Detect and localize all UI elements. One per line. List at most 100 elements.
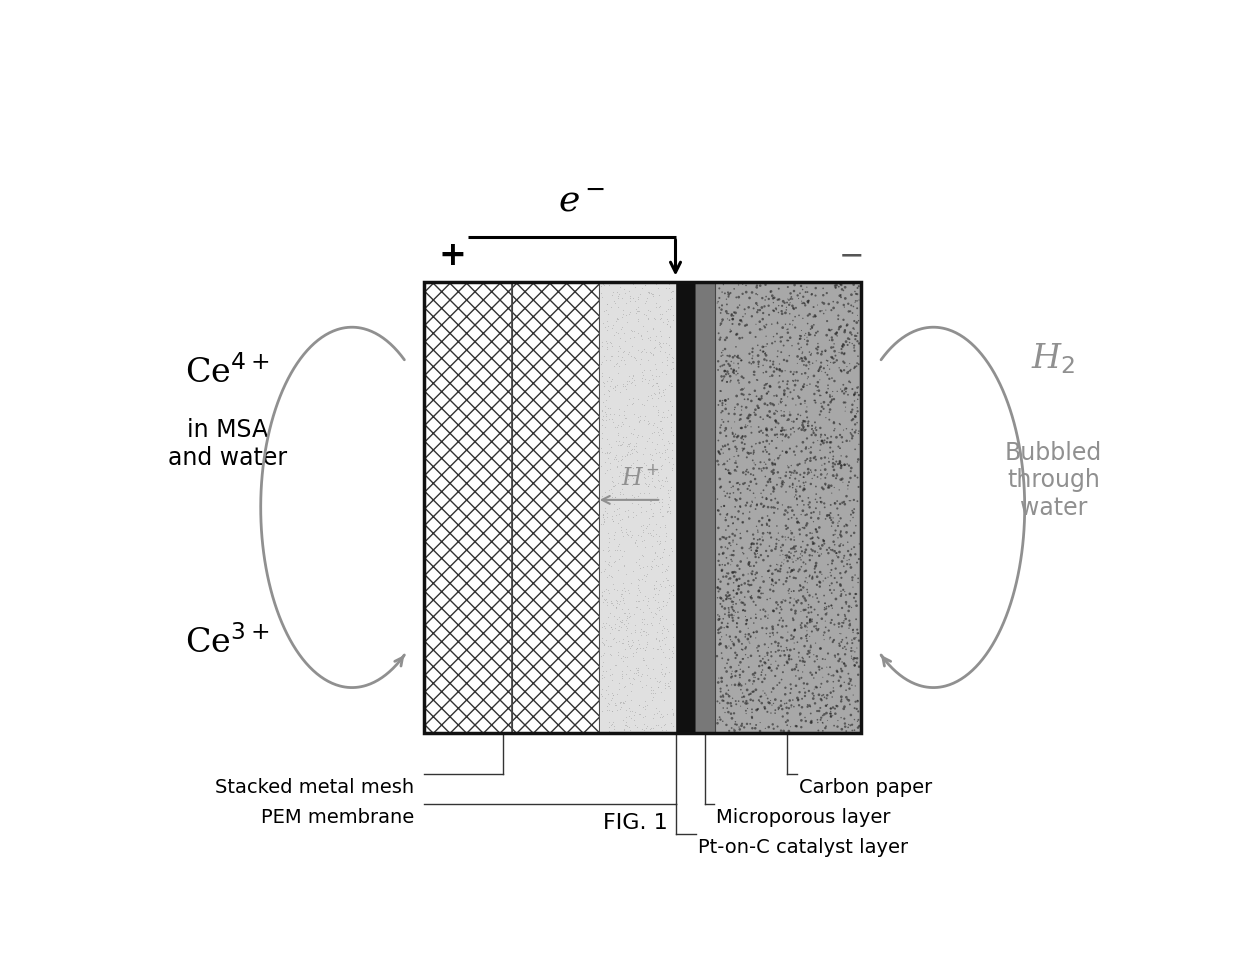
Point xyxy=(825,415,844,431)
Point xyxy=(662,461,682,477)
Point xyxy=(836,381,856,397)
Point xyxy=(802,529,822,545)
Point xyxy=(795,710,815,725)
Point xyxy=(750,410,770,425)
Point xyxy=(800,612,820,628)
Point xyxy=(613,614,632,630)
Point xyxy=(624,665,644,681)
Point xyxy=(751,547,771,563)
Point xyxy=(609,622,629,638)
Point xyxy=(657,317,677,332)
Point xyxy=(625,407,645,422)
Point xyxy=(828,439,848,454)
Point xyxy=(846,286,866,301)
Point xyxy=(603,690,622,706)
Point xyxy=(777,520,797,535)
Point xyxy=(629,698,649,714)
Point xyxy=(596,569,616,585)
Point xyxy=(729,277,749,292)
Point xyxy=(624,605,644,621)
Point xyxy=(842,722,862,738)
Point xyxy=(754,365,774,380)
Point xyxy=(723,485,743,500)
Point xyxy=(709,621,729,637)
Point xyxy=(658,292,678,308)
Point xyxy=(621,625,641,641)
Point xyxy=(595,320,615,335)
Point xyxy=(750,590,770,605)
Point xyxy=(647,680,667,695)
Point xyxy=(831,319,851,334)
Point xyxy=(768,661,787,677)
Point xyxy=(740,559,760,574)
Point xyxy=(756,422,776,438)
Point xyxy=(821,709,841,724)
Point xyxy=(641,303,661,319)
Point xyxy=(646,545,666,561)
Point xyxy=(610,695,630,711)
Point xyxy=(816,613,836,629)
Point xyxy=(631,351,651,367)
Point xyxy=(715,393,735,409)
Point xyxy=(732,312,751,328)
Point xyxy=(839,692,859,708)
Point xyxy=(724,722,744,737)
Point xyxy=(826,280,846,295)
Point xyxy=(639,331,658,346)
Point xyxy=(649,299,668,315)
Point xyxy=(604,715,624,730)
Point xyxy=(800,548,820,564)
Point xyxy=(822,330,842,345)
Point xyxy=(781,602,801,617)
Point xyxy=(817,467,837,483)
Point xyxy=(777,322,797,337)
Point xyxy=(795,453,815,469)
Point xyxy=(614,378,634,394)
Point xyxy=(839,681,859,696)
Point xyxy=(777,376,797,392)
Point xyxy=(836,280,856,295)
Point xyxy=(614,416,634,432)
Point xyxy=(818,569,838,585)
Point xyxy=(760,379,780,395)
Point xyxy=(811,710,831,725)
Point xyxy=(651,719,671,734)
Point xyxy=(759,538,779,554)
Point xyxy=(797,410,817,425)
Point xyxy=(598,335,618,351)
Point xyxy=(823,293,843,309)
Point xyxy=(794,589,813,604)
Point xyxy=(784,444,804,459)
Point xyxy=(745,457,765,473)
Point xyxy=(784,570,804,586)
Point xyxy=(787,514,807,529)
Point xyxy=(771,639,791,654)
Point xyxy=(708,693,728,709)
Point xyxy=(739,346,759,362)
Point xyxy=(770,564,790,579)
Point xyxy=(632,373,652,389)
Point xyxy=(743,677,763,692)
Point xyxy=(825,718,844,733)
Point xyxy=(761,648,781,664)
Point xyxy=(827,278,847,293)
Point xyxy=(652,498,672,514)
Point xyxy=(786,604,806,619)
Point xyxy=(733,442,753,457)
Point xyxy=(708,520,728,535)
Point xyxy=(833,297,853,313)
Point xyxy=(729,678,749,693)
Point xyxy=(802,613,822,629)
Point xyxy=(800,376,820,392)
Point xyxy=(846,679,866,694)
Point xyxy=(805,535,825,551)
Point xyxy=(761,316,781,332)
Point xyxy=(746,497,766,513)
Point xyxy=(740,629,760,644)
Point xyxy=(755,377,775,393)
Point xyxy=(781,427,801,443)
Point xyxy=(717,367,737,382)
Point xyxy=(663,350,683,366)
Point xyxy=(846,630,866,645)
Point xyxy=(771,303,791,319)
